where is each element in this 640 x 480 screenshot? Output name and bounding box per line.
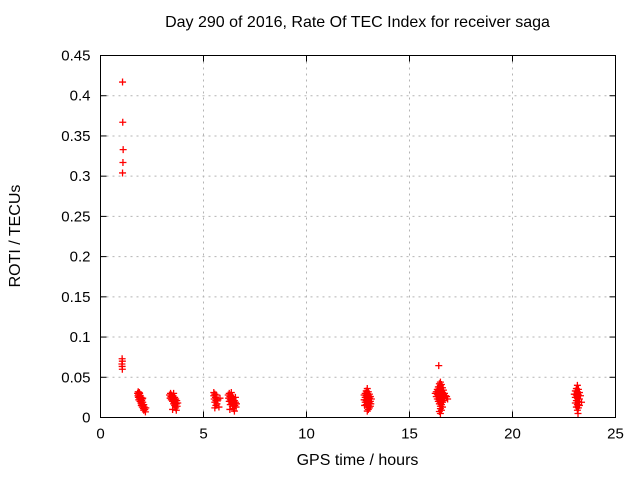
data-point — [119, 158, 127, 166]
data-point — [231, 393, 239, 401]
y-tick-label: 0.25 — [61, 208, 90, 225]
data-point — [363, 407, 371, 415]
data-point — [118, 365, 126, 373]
y-tick-label: 0.2 — [70, 249, 91, 266]
data-point — [169, 405, 177, 413]
plot-border — [100, 55, 616, 418]
y-tick-label: 0.3 — [70, 168, 91, 185]
data-point — [212, 391, 220, 399]
x-tick-label: 5 — [199, 426, 207, 443]
y-tick-label: 0.35 — [61, 128, 90, 145]
data-point — [444, 395, 452, 403]
data-point — [436, 409, 444, 417]
data-point — [367, 400, 375, 408]
data-point — [232, 400, 240, 408]
data-point — [174, 399, 182, 407]
data-point — [139, 394, 147, 402]
data-point — [119, 118, 127, 126]
data-point — [574, 397, 582, 405]
y-tick-label: 0 — [82, 410, 90, 427]
data-point — [574, 409, 582, 417]
data-point — [573, 381, 581, 389]
x-tick-label: 25 — [607, 426, 624, 443]
data-point — [435, 362, 443, 370]
data-point — [216, 394, 224, 402]
x-tick-label: 20 — [504, 426, 521, 443]
data-point — [227, 389, 235, 397]
y-tick-label: 0.15 — [61, 289, 90, 306]
data-point — [172, 406, 180, 414]
y-tick-label: 0.4 — [70, 88, 91, 105]
x-tick-label: 15 — [401, 426, 418, 443]
y-tick-label: 0.05 — [61, 369, 90, 386]
x-tick-label: 0 — [96, 426, 104, 443]
data-point — [439, 397, 447, 405]
chart-title: Day 290 of 2016, Rate Of TEC Index for r… — [165, 14, 550, 31]
data-point — [170, 389, 178, 397]
data-point — [364, 405, 372, 413]
data-point — [212, 401, 220, 409]
data-point — [119, 169, 127, 177]
y-tick-label: 0.1 — [70, 329, 91, 346]
data-point — [142, 404, 150, 412]
data-point — [119, 78, 127, 86]
x-axis-label: GPS time / hours — [296, 452, 419, 469]
data-point — [215, 403, 223, 411]
data-point — [119, 146, 127, 154]
x-tick-label: 10 — [298, 426, 315, 443]
y-tick-label: 0.45 — [61, 48, 90, 65]
